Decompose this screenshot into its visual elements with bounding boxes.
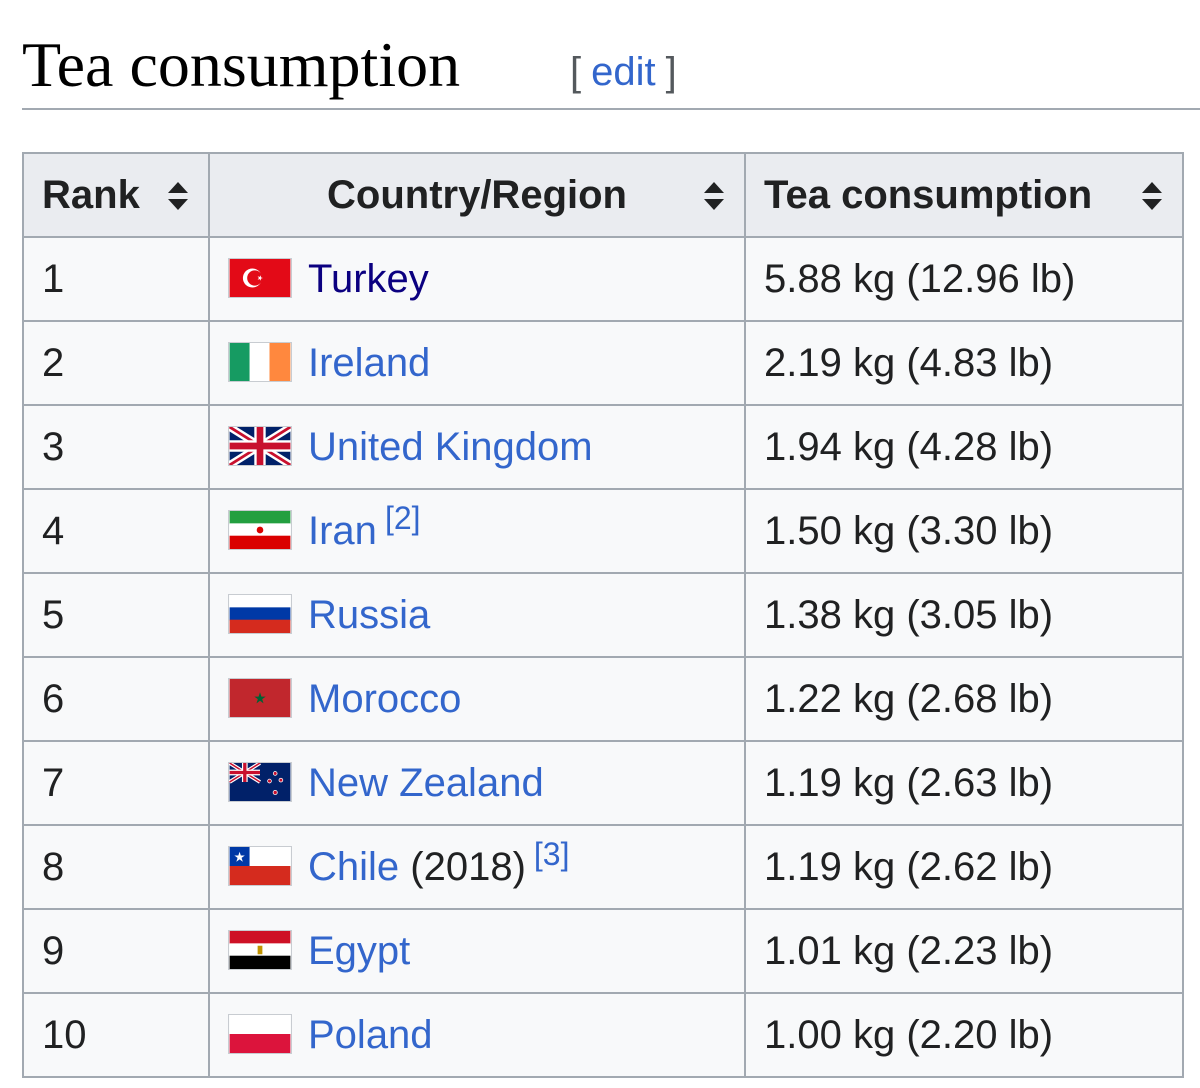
consumption-cell: 1.19 kg (2.63 lb) <box>744 740 1184 826</box>
country-link[interactable]: Iran <box>308 508 377 553</box>
turkey-flag-icon[interactable] <box>228 257 292 298</box>
consumption-cell: 1.00 kg (2.20 lb) <box>744 992 1184 1078</box>
edit-bracket-close: ] <box>665 50 677 94</box>
country-link[interactable]: Poland <box>308 1012 433 1057</box>
table-row: 3 United Kingdom 1.94 kg (4.28 lb) <box>22 404 1184 490</box>
reference-link[interactable]: [3] <box>533 836 570 873</box>
tea-column-header[interactable]: Tea consumption <box>744 152 1184 238</box>
country-link[interactable]: Ireland <box>308 340 431 385</box>
consumption-cell: 1.22 kg (2.68 lb) <box>744 656 1184 742</box>
country-cell: Egypt <box>208 908 746 994</box>
egypt-flag-icon[interactable] <box>228 929 292 970</box>
country-cell: United Kingdom <box>208 404 746 490</box>
rank-cell: 6 <box>22 656 210 742</box>
country-link[interactable]: United Kingdom <box>308 424 593 469</box>
country-cell: Iran [2] <box>208 488 746 574</box>
rank-header-label: Rank <box>42 172 140 217</box>
poland-flag-icon[interactable] <box>228 1013 292 1054</box>
rank-cell: 3 <box>22 404 210 490</box>
consumption-cell: 1.94 kg (4.28 lb) <box>744 404 1184 490</box>
chile-flag-icon[interactable] <box>228 845 292 886</box>
country-link[interactable]: Chile <box>308 844 400 889</box>
rank-cell: 5 <box>22 572 210 658</box>
section-heading: Tea consumption [edit] <box>22 22 1200 110</box>
country-cell: Ireland <box>208 320 746 406</box>
country-cell: New Zealand <box>208 740 746 826</box>
table-row: 6 Morocco 1.22 kg (2.68 lb) <box>22 656 1184 742</box>
country-link[interactable]: Morocco <box>308 676 462 721</box>
section-title: Tea consumption <box>22 29 461 100</box>
country-cell: Russia <box>208 572 746 658</box>
sort-icon[interactable] <box>1142 182 1162 210</box>
table-row: 1 Turkey 5.88 kg (12.96 lb) <box>22 236 1184 322</box>
consumption-cell: 1.01 kg (2.23 lb) <box>744 908 1184 994</box>
rank-cell: 8 <box>22 824 210 910</box>
reference-link[interactable]: [2] <box>384 500 421 537</box>
table-row: 8 Chile (2018) [3] 1.19 kg (2.62 lb) <box>22 824 1184 910</box>
country-column-header[interactable]: Country/Region <box>208 152 746 238</box>
uk-flag-icon[interactable] <box>228 425 292 466</box>
consumption-cell: 2.19 kg (4.83 lb) <box>744 320 1184 406</box>
iran-flag-icon[interactable] <box>228 509 292 550</box>
country-link[interactable]: Russia <box>308 592 431 637</box>
country-cell: Poland <box>208 992 746 1078</box>
edit-link[interactable]: edit <box>591 50 656 94</box>
rank-cell: 1 <box>22 236 210 322</box>
country-cell: Turkey <box>208 236 746 322</box>
rank-cell: 9 <box>22 908 210 994</box>
rank-cell: 7 <box>22 740 210 826</box>
consumption-cell: 5.88 kg (12.96 lb) <box>744 236 1184 322</box>
country-header-label: Country/Region <box>327 172 627 217</box>
consumption-cell: 1.50 kg (3.30 lb) <box>744 488 1184 574</box>
year-note: (2018) <box>410 844 526 889</box>
country-link[interactable]: New Zealand <box>308 760 544 805</box>
russia-flag-icon[interactable] <box>228 593 292 634</box>
rank-cell: 2 <box>22 320 210 406</box>
table-row: 5 Russia 1.38 kg (3.05 lb) <box>22 572 1184 658</box>
rank-column-header[interactable]: Rank <box>22 152 210 238</box>
table-header-row: Rank Country/Region Tea consumption <box>22 152 1184 238</box>
rank-cell: 4 <box>22 488 210 574</box>
tea-consumption-table: Rank Country/Region Tea consumption 1 Tu… <box>22 152 1184 1078</box>
table-row: 2 Ireland 2.19 kg (4.83 lb) <box>22 320 1184 406</box>
sort-icon[interactable] <box>168 182 188 210</box>
consumption-cell: 1.19 kg (2.62 lb) <box>744 824 1184 910</box>
sort-icon[interactable] <box>704 182 724 210</box>
country-cell: Morocco <box>208 656 746 742</box>
edit-bracket-open: [ <box>570 50 582 94</box>
ireland-flag-icon[interactable] <box>228 341 292 382</box>
table-row: 4 Iran [2] 1.50 kg (3.30 lb) <box>22 488 1184 574</box>
new-zealand-flag-icon[interactable] <box>228 761 292 802</box>
rank-cell: 10 <box>22 992 210 1078</box>
consumption-cell: 1.38 kg (3.05 lb) <box>744 572 1184 658</box>
table-row: 10 Poland 1.00 kg (2.20 lb) <box>22 992 1184 1078</box>
edit-section: [edit] <box>570 48 677 96</box>
country-link[interactable]: Egypt <box>308 928 411 973</box>
country-cell: Chile (2018) [3] <box>208 824 746 910</box>
country-link[interactable]: Turkey <box>308 256 429 301</box>
tea-header-label: Tea consumption <box>764 172 1093 217</box>
table-row: 9 Egypt 1.01 kg (2.23 lb) <box>22 908 1184 994</box>
table-row: 7 New Zealand 1.19 kg (2.63 lb) <box>22 740 1184 826</box>
morocco-flag-icon[interactable] <box>228 677 292 718</box>
